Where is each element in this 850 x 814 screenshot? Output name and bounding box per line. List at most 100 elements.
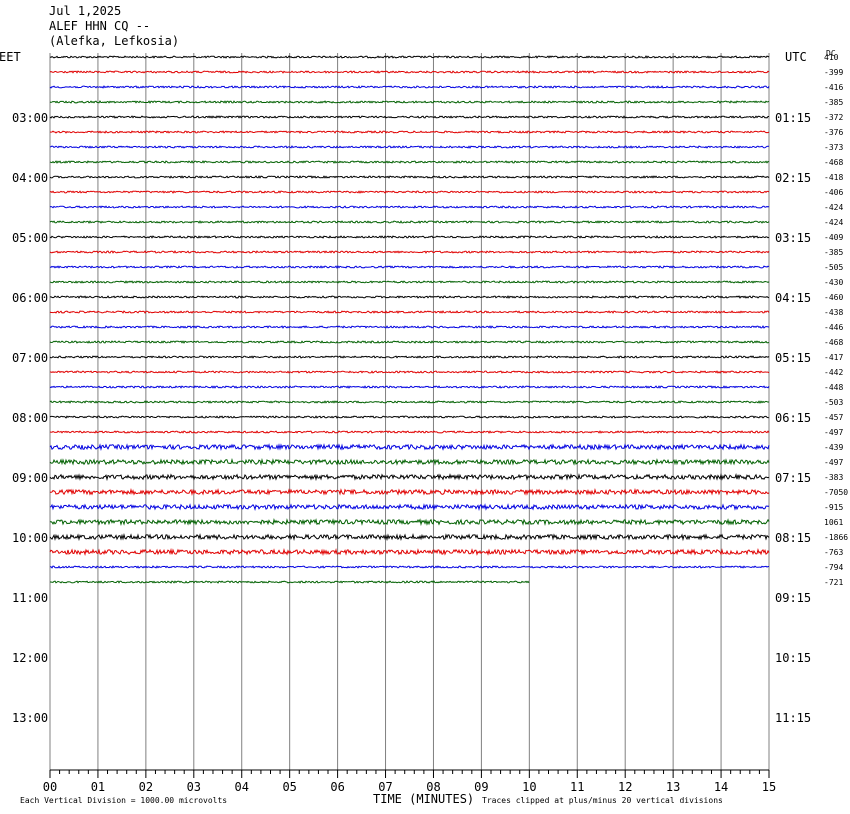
dc-offset-label: -399: [824, 68, 843, 77]
right-time-label: 02:15: [775, 171, 811, 185]
dc-offset-label: -385: [824, 98, 843, 107]
dc-offset-label: -468: [824, 158, 843, 167]
left-time-label: 05:00: [12, 231, 48, 245]
dc-offset-label: -385: [824, 248, 843, 257]
right-time-labels: 01:15 02:15 03:15 04:15 05:15 06:15 07:15 08:15…: [775, 111, 811, 725]
dc-offset-label: -721: [824, 578, 843, 587]
dc-offset-label: -503: [824, 398, 843, 407]
x-tick-label: 03: [187, 780, 201, 794]
right-time-label: 03:15: [775, 231, 811, 245]
trace-line: [49, 220, 770, 224]
right-time-label: 08:15: [775, 531, 811, 545]
dc-offset-label: -424: [824, 203, 843, 212]
right-time-label: 01:15: [775, 111, 811, 125]
trace-line: [49, 533, 770, 542]
right-time-label: 04:15: [775, 291, 811, 305]
right-time-label: 07:15: [775, 471, 811, 485]
dc-offset-label: -416: [824, 83, 843, 92]
dc-offset-label: -915: [824, 503, 843, 512]
trace-line: [49, 295, 770, 299]
dc-offset-label: -406: [824, 188, 843, 197]
right-zone-label: UTC: [785, 50, 807, 64]
dc-offset-label: -1866: [824, 533, 848, 542]
left-time-label: 04:00: [12, 171, 48, 185]
x-tick-label: 02: [139, 780, 153, 794]
x-tick-label: 15: [762, 780, 776, 794]
trace-line: [49, 473, 770, 482]
scale-note: Each Vertical Division = 1000.00 microvo…: [20, 796, 227, 805]
left-time-label: 08:00: [12, 411, 48, 425]
trace-line: [49, 565, 770, 569]
left-zone-label: EET: [0, 50, 21, 64]
trace-line: [49, 190, 770, 194]
x-tick-label: 06: [330, 780, 344, 794]
right-time-label: 05:15: [775, 351, 811, 365]
clip-note: Traces clipped at plus/minus 20 vertical…: [482, 796, 723, 805]
dc-offset-label: -424: [824, 218, 843, 227]
seismic-traces: [49, 55, 770, 584]
x-tick-label: 08: [426, 780, 440, 794]
x-tick-label: 11: [570, 780, 584, 794]
trace-line: [49, 70, 770, 74]
header-date: Jul 1,2025: [49, 4, 122, 18]
dc-offset-label: -763: [824, 548, 843, 557]
x-tick-label: 12: [618, 780, 632, 794]
trace-line: [49, 160, 770, 164]
trace-line: [49, 265, 770, 269]
dc-offset-label: -7050: [824, 488, 848, 497]
left-time-label: 07:00: [12, 351, 48, 365]
dc-offset-label: 410: [824, 53, 839, 62]
trace-line: [49, 430, 770, 434]
trace-line: [49, 85, 770, 89]
trace-line: [49, 443, 770, 452]
dc-offset-label: -372: [824, 113, 843, 122]
right-time-label: 11:15: [775, 711, 811, 725]
trace-line: [49, 250, 770, 254]
dc-offset-label: -439: [824, 443, 843, 452]
x-tick-label: 04: [235, 780, 249, 794]
dc-offset-label: -468: [824, 338, 843, 347]
trace-line: [49, 415, 770, 419]
dc-offset-label: 1061: [824, 518, 843, 527]
trace-line: [49, 355, 770, 359]
dc-offset-label: -373: [824, 143, 843, 152]
right-time-label: 09:15: [775, 591, 811, 605]
dc-offset-labels: 410 -399 -416 -385 -372 -376 -373 -468 -418 -406 -…: [824, 53, 848, 587]
dc-offset-label: -442: [824, 368, 843, 377]
dc-offset-label: -448: [824, 383, 843, 392]
right-time-label: 06:15: [775, 411, 811, 425]
header-station: ALEF HHN CQ --: [49, 19, 151, 33]
x-tick-label: 01: [91, 780, 105, 794]
dc-offset-label: -446: [824, 323, 843, 332]
trace-line: [49, 175, 770, 179]
trace-line: [49, 487, 770, 496]
dc-offset-label: -457: [824, 413, 843, 422]
trace-line: [49, 518, 770, 527]
x-tick-label: 07: [378, 780, 392, 794]
trace-line: [50, 370, 770, 374]
trace-line: [49, 340, 770, 344]
dc-offset-label: -383: [824, 473, 843, 482]
left-time-labels: 03:00 04:00 05:00 06:00 07:00 08:00 09:00 10:00…: [12, 111, 48, 725]
trace-line: [49, 280, 770, 284]
x-tick-label: 14: [714, 780, 728, 794]
trace-line: [49, 547, 770, 557]
vertical-gridlines: [49, 53, 770, 770]
trace-line: [49, 325, 770, 329]
left-time-label: 03:00: [12, 111, 48, 125]
dc-offset-label: -438: [824, 308, 843, 317]
trace-line: [49, 205, 770, 209]
left-time-label: 06:00: [12, 291, 48, 305]
left-time-label: 12:00: [12, 651, 48, 665]
left-time-label: 13:00: [12, 711, 48, 725]
trace-line: [49, 385, 770, 389]
dc-offset-label: -430: [824, 278, 843, 287]
trace-line: [49, 235, 770, 239]
trace-line: [50, 580, 530, 584]
dc-offset-label: -497: [824, 428, 843, 437]
dc-offset-label: -418: [824, 173, 843, 182]
dc-offset-label: -417: [824, 353, 843, 362]
trace-line: [49, 458, 770, 466]
trace-line: [49, 55, 770, 59]
